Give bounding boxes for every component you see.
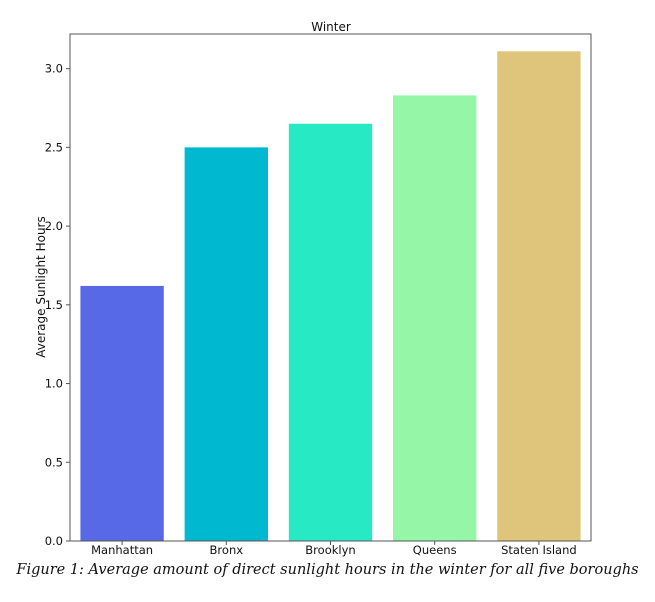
- bar-queens: [393, 95, 477, 541]
- x-tick-label: Queens: [413, 543, 457, 557]
- y-tick-label: 2.0: [45, 219, 63, 233]
- x-axis-ticks: Manhattan Bronx Brooklyn Queens Staten Islan…: [91, 541, 577, 557]
- bar-manhattan: [80, 285, 164, 541]
- bar-staten-island: [497, 51, 581, 541]
- figure-caption: Figure 1: Average amount of direct sunli…: [16, 562, 639, 578]
- x-tick-label: Staten Island: [501, 543, 577, 557]
- chart-title: Winter: [311, 20, 351, 34]
- plot-frame: [69, 33, 592, 542]
- x-tick-label: Brooklyn: [305, 543, 355, 557]
- y-tick-label: 2.5: [45, 140, 63, 154]
- y-tick-label: 0.5: [45, 455, 63, 469]
- y-tick-label: 3.0: [45, 62, 63, 76]
- bar-bronx: [184, 147, 268, 541]
- y-tick-label: 1.5: [45, 298, 63, 312]
- y-axis-ticks: 0.0 0.5 1.0 1.5 2.0 2.5 3.0: [45, 62, 70, 548]
- x-tick-label: Manhattan: [91, 543, 153, 557]
- y-axis-label: Average Sunlight Hours: [34, 216, 48, 358]
- bar-brooklyn: [288, 123, 373, 541]
- y-tick-label: 0.0: [45, 534, 63, 548]
- x-tick-label: Bronx: [210, 543, 244, 557]
- y-tick-label: 1.0: [45, 377, 63, 391]
- bars: [80, 51, 581, 541]
